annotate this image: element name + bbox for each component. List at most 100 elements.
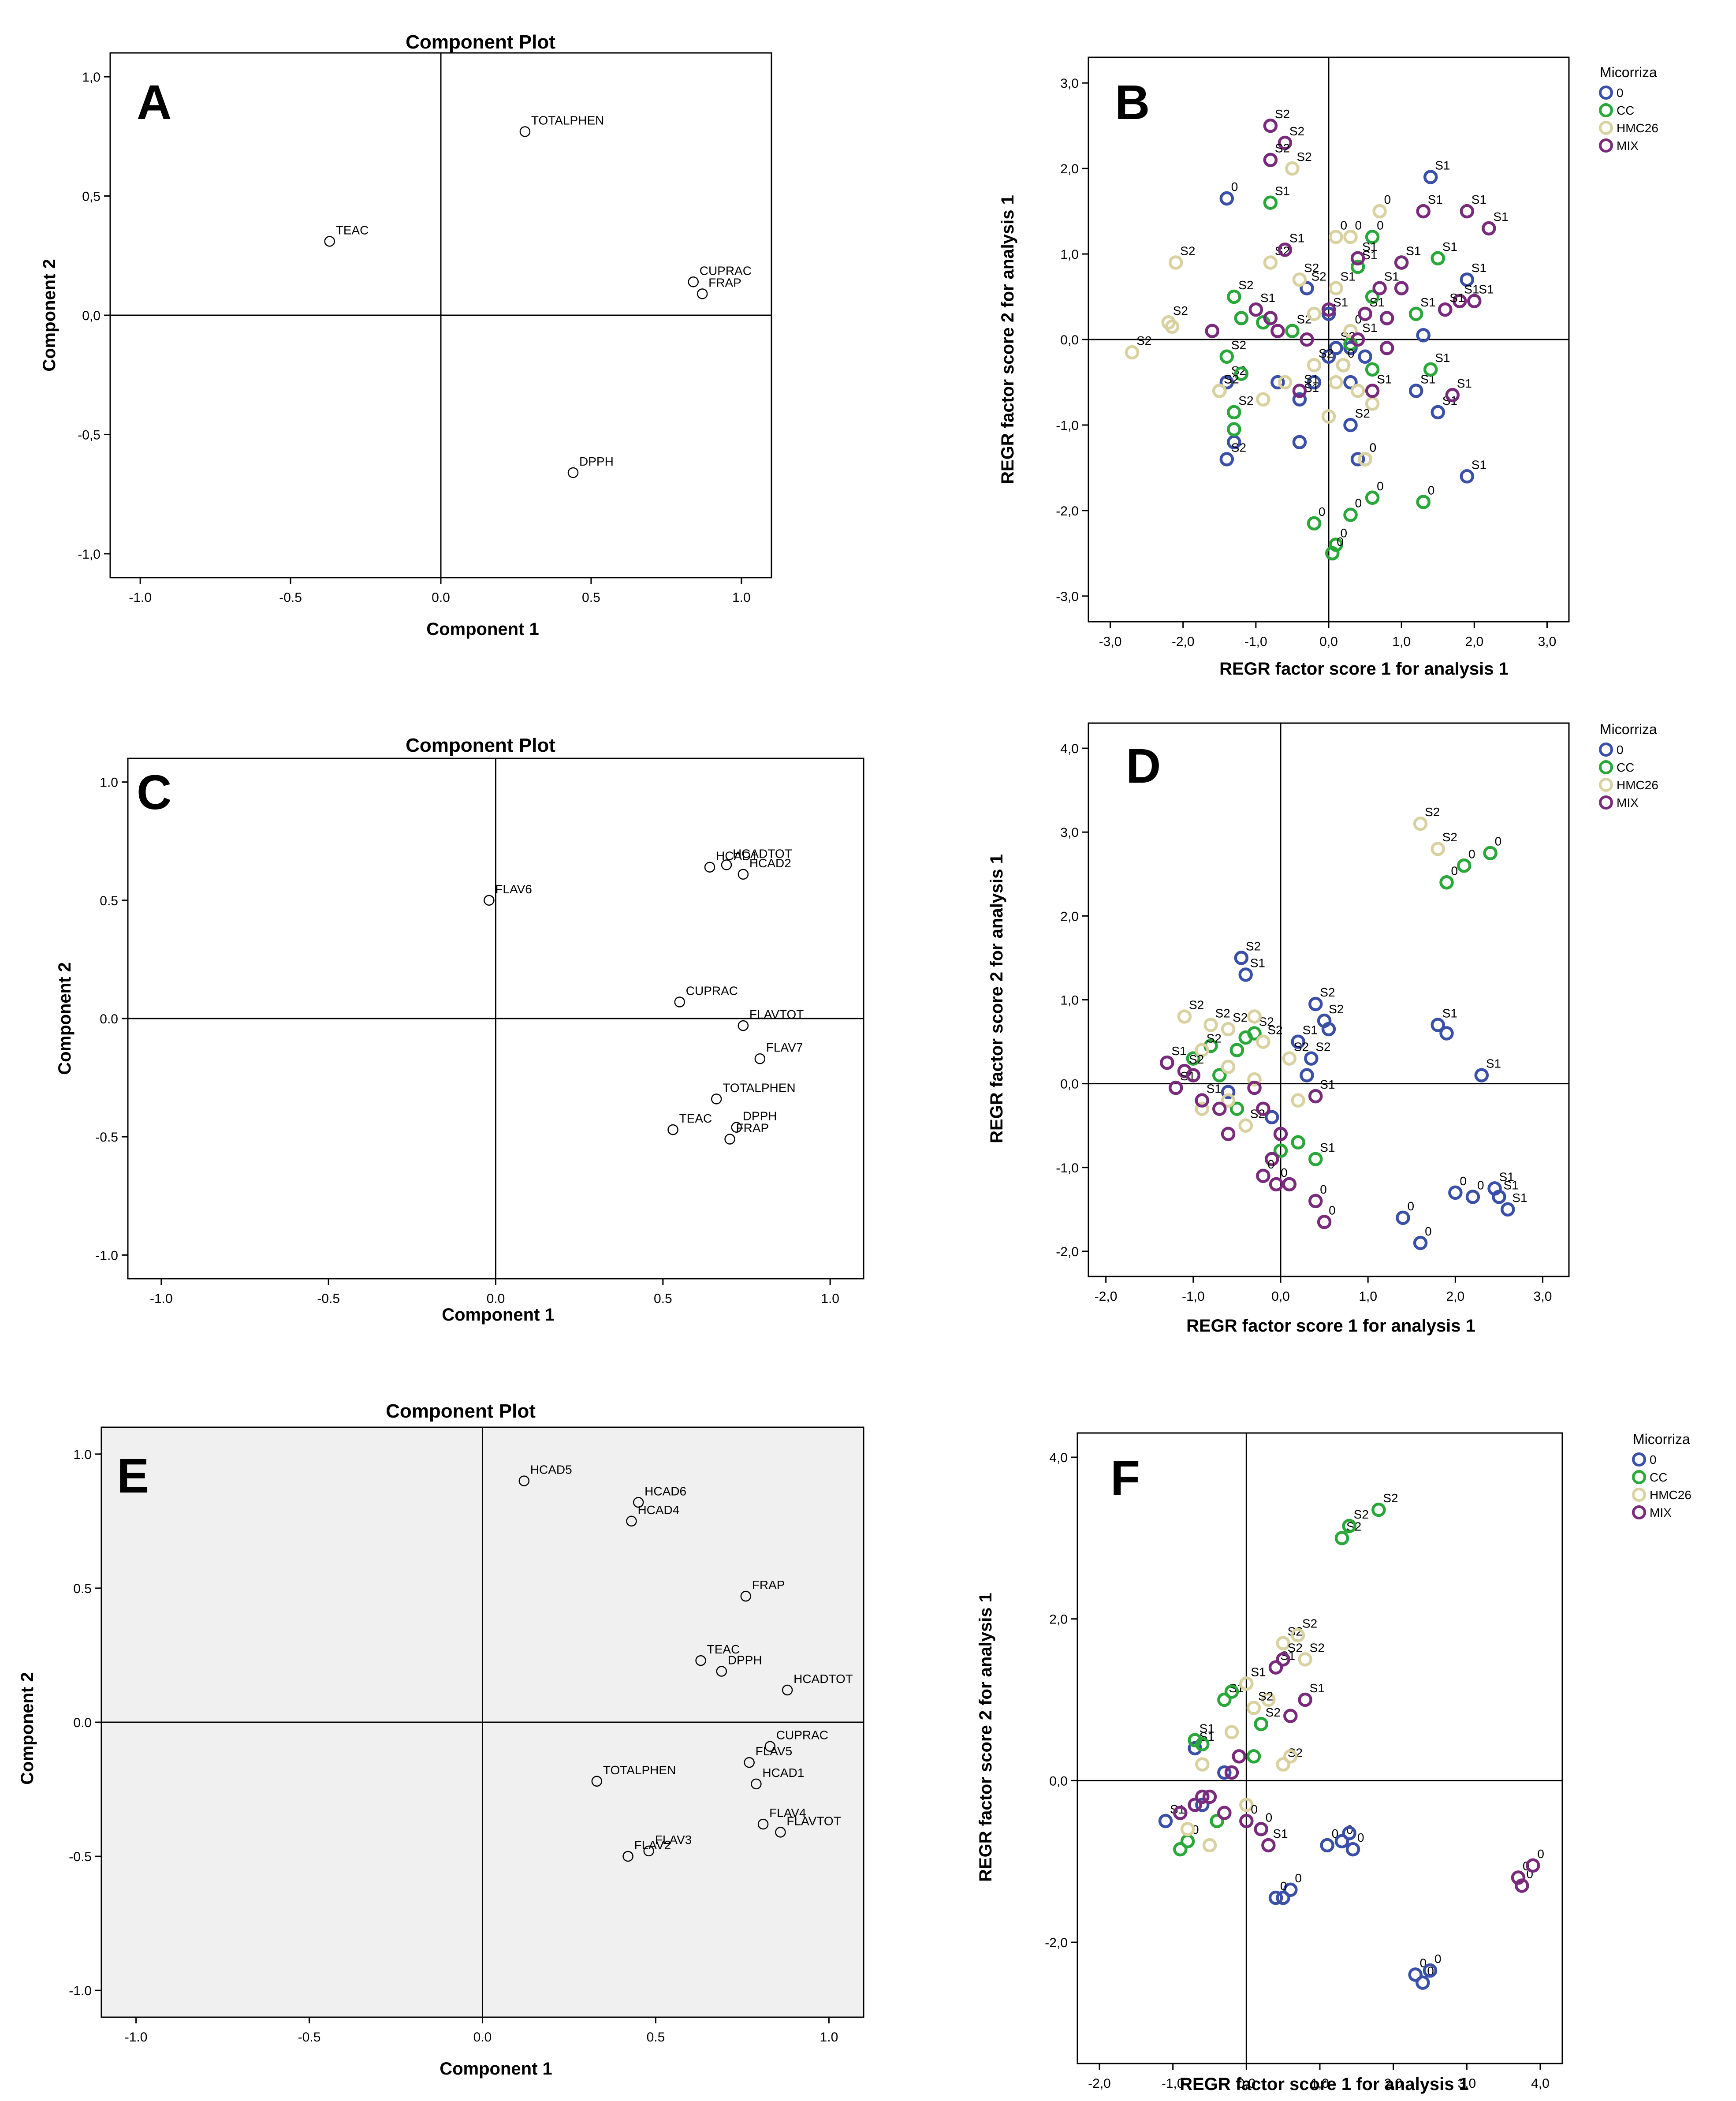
score-point-label: S2 xyxy=(1289,124,1304,138)
score-point-label: 0 xyxy=(1377,218,1384,232)
y-tick-label: -1.0 xyxy=(95,1248,118,1263)
score-point-label: S1 xyxy=(1207,1082,1222,1096)
panel-c-component-plot: -1.0 -0.5 0.0 0.5 1.0 1.0 0.5 0.0 -0.5 -1.0 Compon… xyxy=(55,735,864,1325)
score-point-label: S1 xyxy=(1370,295,1385,309)
loading-label: FLAV3 xyxy=(655,1833,692,1847)
score-point-label: S1 xyxy=(1341,270,1356,284)
score-point xyxy=(1238,1118,1253,1133)
score-point xyxy=(1168,1080,1183,1095)
x-tick-label: -1,0 xyxy=(1182,1289,1205,1304)
score-point-label: S2 xyxy=(1224,372,1239,386)
score-point-label: S1 xyxy=(1464,283,1479,296)
loading-label: CUPRAC xyxy=(686,984,738,997)
score-point-label: S1 xyxy=(1320,1078,1335,1091)
loading-point xyxy=(591,1776,603,1787)
x-tick-label: -0.5 xyxy=(298,2030,321,2045)
x-tick-label: 0.5 xyxy=(654,1291,672,1306)
x-tick-label: 1,0 xyxy=(1392,634,1411,649)
score-point-label: 0 xyxy=(1355,218,1362,232)
score-point xyxy=(1195,1043,1209,1057)
score-point-label: S1 xyxy=(1273,1827,1288,1840)
y-tick-label: 3,0 xyxy=(1060,76,1079,91)
score-point xyxy=(1300,281,1314,295)
score-point xyxy=(1219,375,1234,390)
score-point xyxy=(1217,1765,1232,1780)
score-point-label: S1 xyxy=(1304,372,1319,386)
x-tick-label: 1.0 xyxy=(821,1291,839,1306)
score-point-label: S1 xyxy=(1503,1178,1518,1192)
score-point xyxy=(1202,1838,1217,1853)
score-point xyxy=(1238,967,1253,982)
score-point-label: S1 xyxy=(1499,1170,1514,1183)
score-point xyxy=(1329,281,1343,295)
score-point-label: 0 xyxy=(1477,1178,1484,1192)
legend-marker xyxy=(1632,1470,1646,1484)
legend-title: Micorriza xyxy=(1633,1431,1690,1447)
score-point xyxy=(1379,341,1394,355)
score-point xyxy=(1180,1822,1195,1836)
chart-title: Component Plot xyxy=(406,735,555,756)
score-point-label: S2 xyxy=(1267,1023,1282,1037)
y-tick-label: -2,0 xyxy=(1056,1245,1079,1259)
loading-label: TOTALPHEN xyxy=(603,1763,676,1777)
score-point-label: S2 xyxy=(1233,1011,1248,1024)
x-tick-label: -2,0 xyxy=(1088,2076,1111,2091)
score-point xyxy=(1278,135,1293,150)
score-point xyxy=(1221,1127,1236,1141)
score-point xyxy=(1358,349,1372,364)
score-point xyxy=(1221,1085,1236,1099)
score-point xyxy=(1263,311,1278,325)
score-point xyxy=(1221,1022,1236,1037)
loading-point xyxy=(775,1827,786,1838)
score-point-label: S2 xyxy=(1231,441,1246,455)
score-point xyxy=(1343,508,1358,522)
y-tick-label: 2,0 xyxy=(1060,162,1079,176)
score-point-label: S1 xyxy=(1442,1007,1457,1020)
score-point-label: 0 xyxy=(1341,218,1348,232)
score-point xyxy=(1416,328,1431,343)
score-point xyxy=(1285,324,1300,338)
score-point xyxy=(1227,422,1241,437)
score-point xyxy=(1431,841,1445,856)
panel-e-component-plot: -1.0 -0.5 0.0 0.5 1.0 1.0 0.5 0.0 -0.5 -1.0 Compon… xyxy=(18,1400,864,2079)
loading-point xyxy=(711,1093,722,1105)
y-axis-label: Component 2 xyxy=(18,1672,37,1785)
score-point-label: S1 xyxy=(1377,372,1392,386)
x-tick-label: 0,0 xyxy=(1319,634,1338,649)
score-point xyxy=(1394,281,1409,295)
score-point-label: S2 xyxy=(1231,364,1246,377)
score-point-label: S2 xyxy=(1442,830,1457,844)
score-point xyxy=(1423,170,1438,184)
score-point-label: 0 xyxy=(1267,1157,1274,1171)
loading-point xyxy=(740,1590,752,1602)
y-tick-label: 0.5 xyxy=(73,1582,92,1596)
score-point-label: 0 xyxy=(1357,1831,1364,1844)
panel-letter: A xyxy=(137,75,171,130)
score-point xyxy=(1268,1660,1283,1675)
panel-letter: E xyxy=(117,1449,149,1503)
score-point xyxy=(1321,409,1336,424)
score-point xyxy=(1291,1093,1305,1108)
loading-point xyxy=(567,467,579,478)
loading-point xyxy=(688,276,699,287)
y-tick-label: -1,0 xyxy=(78,547,101,562)
score-point xyxy=(1342,1519,1356,1534)
score-point xyxy=(1298,1692,1312,1707)
legend-entry: MIX xyxy=(1617,139,1639,153)
score-point xyxy=(1283,1709,1298,1723)
y-tick-label: 1,0 xyxy=(1060,247,1079,262)
y-tick-label: 1,0 xyxy=(82,70,101,85)
score-point-label: S1 xyxy=(1472,261,1486,275)
score-point xyxy=(1291,1034,1305,1049)
score-point xyxy=(1416,495,1431,509)
score-point xyxy=(1282,1051,1297,1066)
score-point xyxy=(1307,358,1322,373)
loading-point xyxy=(757,1818,769,1830)
loading-label: DPPH xyxy=(743,1109,777,1123)
score-point xyxy=(1273,1143,1288,1158)
y-tick-label: 0,0 xyxy=(1060,1077,1079,1092)
x-tick-label: 2,0 xyxy=(1384,2076,1403,2091)
score-point xyxy=(1254,1717,1268,1732)
y-tick-label: -0.5 xyxy=(95,1130,118,1145)
score-point xyxy=(1239,1814,1254,1829)
